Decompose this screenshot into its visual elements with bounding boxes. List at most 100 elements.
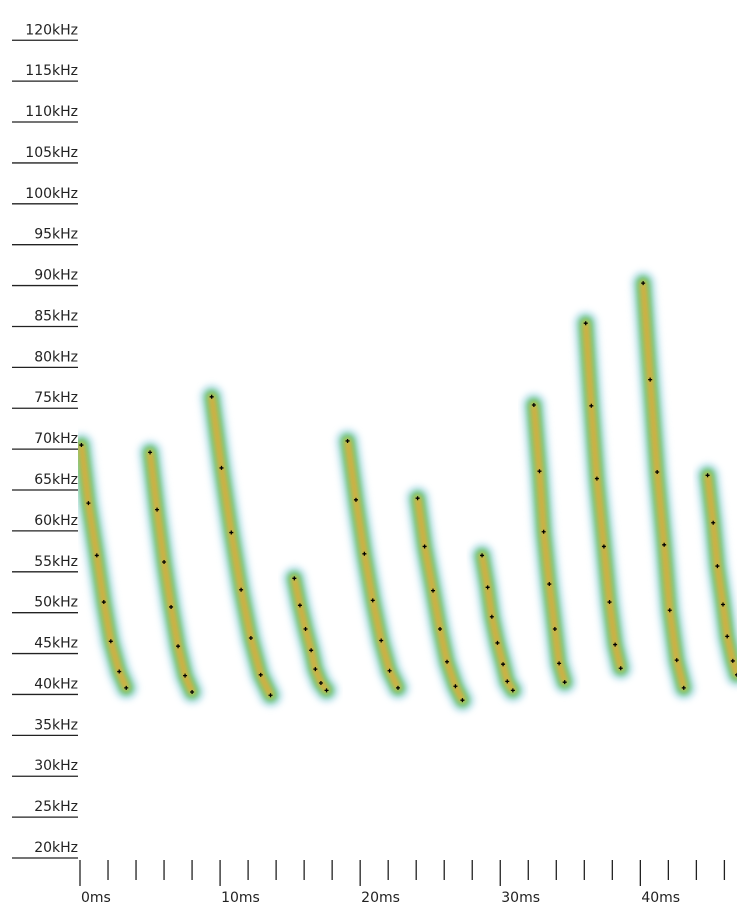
call-point — [601, 544, 606, 549]
call-point — [613, 642, 618, 647]
y-tick-label: 100kHz — [25, 186, 78, 202]
call-point — [537, 469, 542, 474]
call-point — [531, 402, 536, 407]
y-tick-label: 25kHz — [34, 799, 78, 815]
y-tick-label: 75kHz — [34, 390, 78, 406]
call-point — [239, 587, 244, 592]
call-point — [303, 627, 308, 632]
call-point — [324, 688, 329, 693]
call-point — [438, 627, 443, 632]
call-point — [268, 693, 273, 698]
call-point — [607, 600, 612, 605]
x-tick-label: 0ms — [81, 890, 111, 906]
call-point — [353, 497, 358, 502]
call-point — [79, 443, 84, 448]
call-point — [387, 668, 392, 673]
call-point — [117, 669, 122, 674]
y-tick-label: 45kHz — [34, 636, 78, 652]
y-tick-label: 35kHz — [34, 717, 78, 733]
call-point — [362, 551, 367, 556]
y-tick-label: 65kHz — [34, 472, 78, 488]
call-point — [318, 681, 323, 686]
call-point — [489, 614, 494, 619]
y-tick-label: 90kHz — [34, 268, 78, 284]
y-tick-label: 55kHz — [34, 554, 78, 570]
call-point — [725, 634, 730, 639]
call-point — [209, 394, 214, 399]
call-point — [162, 559, 167, 564]
call-point — [583, 321, 588, 326]
call-point — [557, 661, 562, 666]
x-tick-label: 20ms — [361, 890, 400, 906]
call-point — [445, 659, 450, 664]
call-point — [453, 684, 458, 689]
call-point — [379, 638, 384, 643]
spectrogram-area — [78, 270, 737, 714]
call-point — [594, 476, 599, 481]
call-point — [480, 553, 485, 558]
call-point — [169, 604, 174, 609]
call-point — [101, 600, 106, 605]
call-point — [460, 698, 465, 703]
call-point — [720, 602, 725, 607]
call-point — [108, 639, 113, 644]
call-point — [415, 496, 420, 501]
call-point — [715, 564, 720, 569]
call-point — [313, 667, 318, 672]
call-point — [641, 281, 646, 286]
y-tick-label: 110kHz — [25, 104, 78, 120]
call-point — [485, 585, 490, 590]
call-point — [176, 644, 181, 649]
y-tick-label: 105kHz — [25, 145, 78, 161]
x-tick-label: 10ms — [221, 890, 260, 906]
call-point — [258, 672, 263, 677]
y-tick-label: 60kHz — [34, 513, 78, 529]
y-tick-label: 30kHz — [34, 758, 78, 774]
call-point — [309, 648, 314, 653]
y-tick-label: 20kHz — [34, 840, 78, 856]
call-point — [292, 576, 297, 581]
y-tick-label: 115kHz — [25, 63, 78, 79]
call-point — [422, 544, 427, 549]
call-point — [94, 553, 99, 558]
y-tick-label: 95kHz — [34, 227, 78, 243]
call-point — [674, 658, 679, 663]
y-tick-label: 85kHz — [34, 308, 78, 324]
call-point — [297, 603, 302, 608]
call-point — [510, 688, 515, 693]
call-point — [735, 672, 737, 677]
call-point — [86, 501, 91, 506]
call-point — [370, 598, 375, 603]
call-point — [248, 636, 253, 641]
y-tick-label: 80kHz — [34, 349, 78, 365]
call-point — [618, 666, 623, 671]
call-point — [505, 679, 510, 684]
call-point — [124, 685, 129, 690]
y-tick-label: 120kHz — [25, 22, 78, 38]
call-point — [541, 529, 546, 534]
call-point — [667, 608, 672, 613]
x-tick-label: 30ms — [501, 890, 540, 906]
call-point — [190, 689, 195, 694]
call-point — [730, 658, 735, 663]
call-point — [662, 542, 667, 547]
call-point — [229, 530, 234, 535]
call-point — [655, 470, 660, 475]
call-point — [547, 582, 552, 587]
y-tick-label: 40kHz — [34, 676, 78, 692]
call-point — [395, 685, 400, 690]
x-tick-label: 40ms — [641, 890, 680, 906]
call-point — [705, 473, 710, 478]
y-tick-label: 50kHz — [34, 595, 78, 611]
call-point — [148, 450, 153, 455]
call-point — [552, 627, 557, 632]
call-point — [219, 465, 224, 470]
call-point — [183, 673, 188, 678]
call-point — [495, 640, 500, 645]
call-point — [501, 662, 506, 667]
call-point — [711, 520, 716, 525]
call-point — [345, 438, 350, 443]
call-point — [155, 507, 160, 512]
